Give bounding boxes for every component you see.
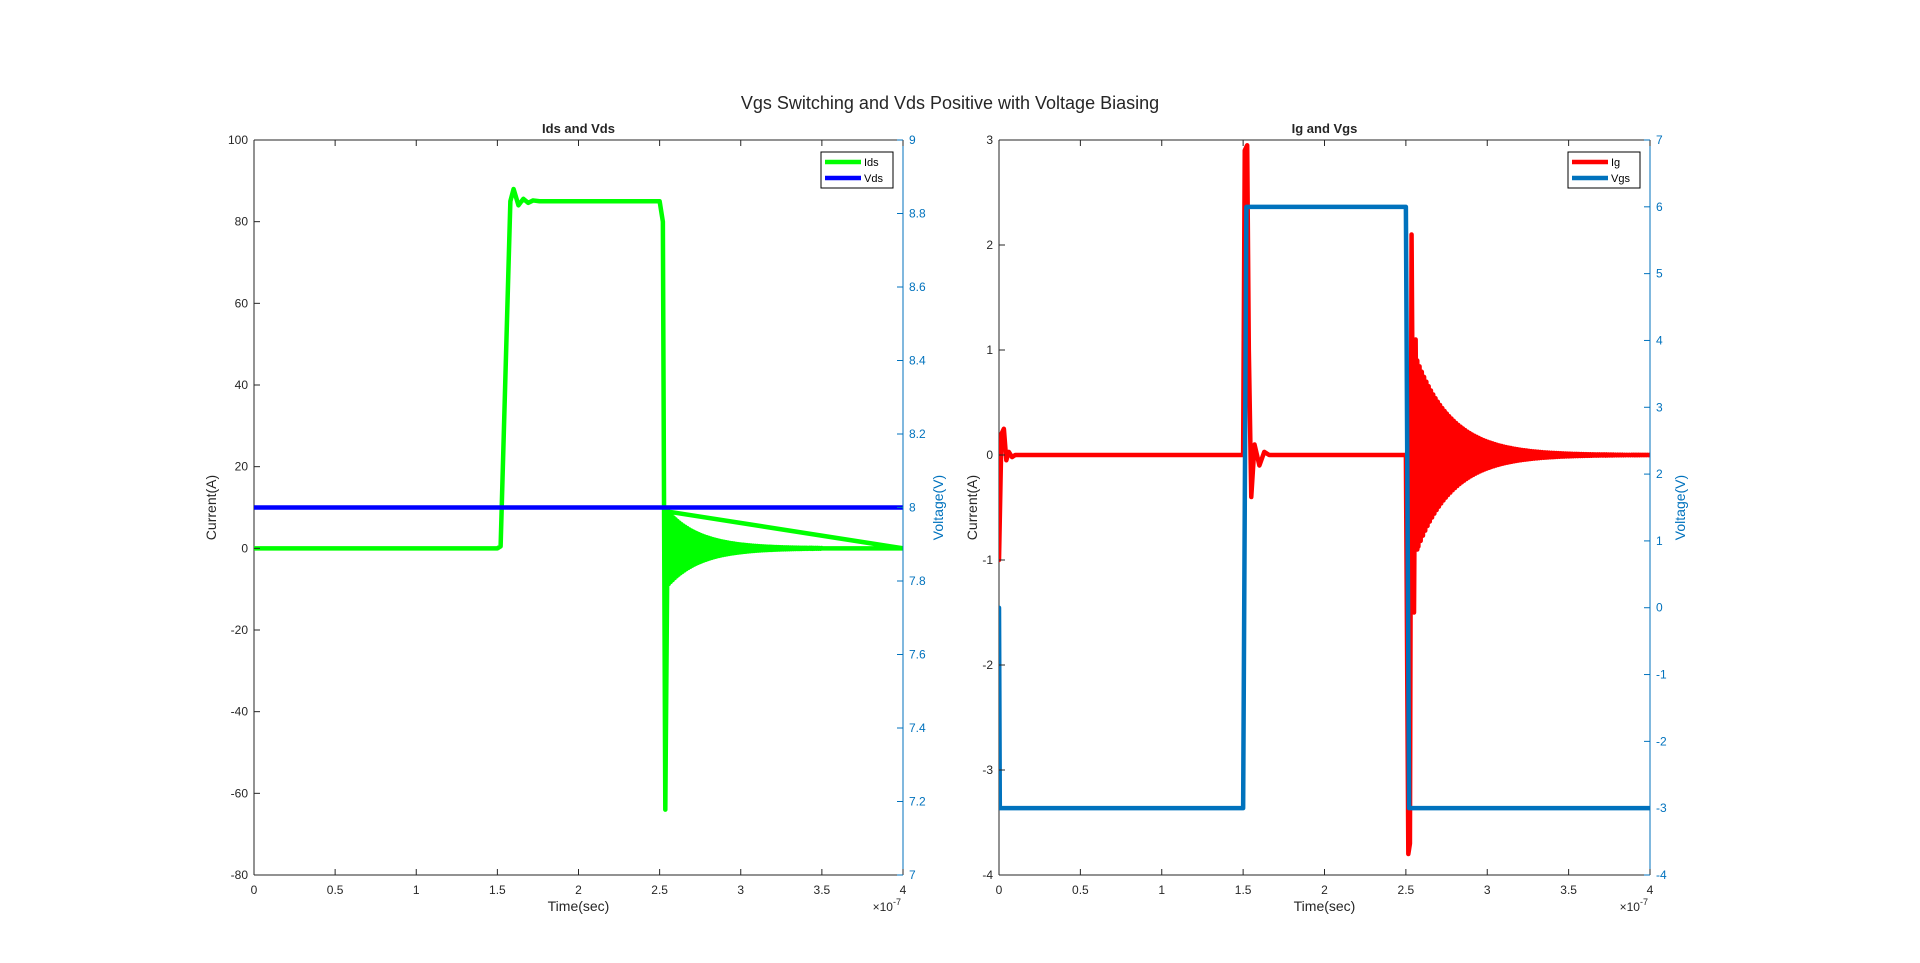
y-tick-label-right: -4 [1656,868,1667,882]
x-tick-label: 3.5 [814,883,831,897]
legend-label: Ids [864,157,879,169]
y-tick-label-left: 60 [235,296,249,310]
x-tick-label: 1 [1158,883,1165,897]
x-tick-label: 1.5 [1235,883,1252,897]
y-tick-label-left: -20 [231,623,249,637]
y-tick-label-left: 0 [241,541,248,555]
y-tick-label-right: 5 [1656,267,1663,281]
y-axis-label-right: Voltage(V) [930,475,946,540]
subplot-title: Ids and Vds [542,121,615,136]
series-ids [254,186,903,812]
y-tick-label-left: -1 [982,553,993,567]
y-tick-label-left: -4 [982,868,993,882]
y-tick-label-right: -3 [1656,801,1667,815]
y-axis-label-left: Current(A) [964,475,980,540]
y-axis-label-left: Current(A) [203,475,219,540]
y-tick-label-right: 0 [1656,601,1663,615]
y-tick-label-left: 80 [235,215,249,229]
y-axis-label-right: Voltage(V) [1672,475,1688,540]
x-tick-label: 0 [251,883,258,897]
y-tick-label-right: -2 [1656,734,1667,748]
x-tick-label: 2 [1321,883,1328,897]
x-tick-label: 0.5 [327,883,344,897]
legend: Ig Vgs [1567,151,1641,189]
figure-title: Vgs Switching and Vds Positive with Volt… [741,93,1159,113]
y-tick-label-left: 100 [228,133,248,147]
y-tick-label-right: -1 [1656,668,1667,682]
x-axis-label: Time(sec) [1294,898,1356,914]
axes-ig-vgs: 0 0.5 1 1.5 2 2.5 3 3.5 4-4-3-2-10123-4-3-2-1012… [964,121,1688,914]
x-tick-label: 3 [737,883,744,897]
x-tick-label: 3 [1484,883,1491,897]
axes-ids-vds: 0 0.5 1 1.5 2 2.5 3 3.5 4 -80 -60 -40 -20 0 20 40 60 80 10… [203,121,946,914]
y-tick-label-left: -2 [982,658,993,672]
series-ig [999,143,1650,857]
y-tick-label-left: 2 [986,238,993,252]
legend-box [820,151,894,189]
y-tick-label-left: 40 [235,378,249,392]
x-tick-label: 1.5 [489,883,506,897]
plot-area [254,186,903,812]
y-tick-label-left: 1 [986,343,993,357]
x-exponent-label: ×10-7 [1620,897,1648,914]
y-tick-label-left: 0 [986,448,993,462]
y-tick-label-right: 8.8 [909,207,926,221]
legend-label: Vds [864,173,883,185]
x-tick-label: 2.5 [651,883,668,897]
y-tick-label-right: 8.4 [909,354,926,368]
legend-box [1567,151,1641,189]
x-tick-label: 2 [575,883,582,897]
y-tick-label-right: 2 [1656,467,1663,481]
legend-label: Vgs [1611,173,1630,185]
x-tick-label: 0 [996,883,1003,897]
y-tick-label-left: -60 [231,786,249,800]
x-tick-label: 4 [900,883,907,897]
y-tick-label-left: -3 [982,763,993,777]
y-tick-label-right: 8.2 [909,427,926,441]
y-tick-label-right: 8 [909,501,916,515]
y-tick-label-right: 7 [909,868,916,882]
y-tick-label-left: 3 [986,133,993,147]
y-tick-label-right: 7.8 [909,574,926,588]
y-tick-label-right: 7.2 [909,795,926,809]
x-tick-label: 4 [1647,883,1654,897]
x-tick-label: 2.5 [1398,883,1415,897]
y-tick-label-right: 4 [1656,333,1663,347]
y-tick-label-right: 1 [1656,534,1663,548]
y-tick-label-left: -40 [231,705,249,719]
y-tick-label-right: 9 [909,133,916,147]
y-tick-label-right: 8.6 [909,280,926,294]
y-tick-label-right: 7 [1656,133,1663,147]
y-tick-label-left: -80 [231,868,249,882]
legend-label: Ig [1611,157,1620,169]
x-axis-label: Time(sec) [548,898,610,914]
x-tick-label: 3.5 [1560,883,1577,897]
x-tick-label: 0.5 [1072,883,1089,897]
x-tick-label: 1 [413,883,420,897]
y-tick-label-right: 6 [1656,200,1663,214]
plot-area [999,143,1650,857]
x-exponent-label: ×10-7 [873,897,901,914]
y-tick-label-right: 3 [1656,400,1663,414]
y-tick-label-left: 20 [235,460,249,474]
subplot-title: Ig and Vgs [1292,121,1358,136]
legend: Ids Vds [820,151,894,189]
series-vgs [999,204,1650,811]
y-tick-label-right: 7.6 [909,648,926,662]
y-tick-label-right: 7.4 [909,721,926,735]
